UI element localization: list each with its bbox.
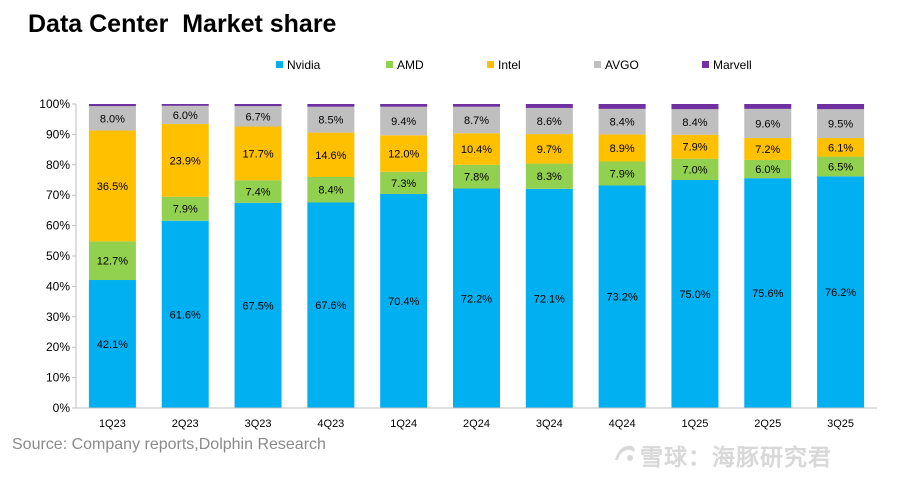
legend-swatch-avgo: [594, 61, 601, 68]
chart-legend: Nvidia AMD Intel AVGO Marvell: [276, 58, 752, 72]
data-label: 8.5%: [318, 115, 343, 127]
data-label: 75.0%: [679, 289, 710, 301]
data-label: 9.5%: [828, 119, 853, 131]
data-label: 7.9%: [173, 204, 198, 216]
y-tick-label: 100%: [39, 97, 70, 111]
data-label: 7.9%: [682, 142, 707, 154]
data-label: 9.6%: [755, 118, 780, 130]
x-tick-label: 1Q23: [99, 418, 126, 430]
bar-marvell-2q23: [162, 104, 209, 106]
bar-marvell-2q25: [744, 104, 791, 109]
x-tick-label: 1Q24: [390, 418, 417, 430]
y-tick-label: 40%: [46, 279, 70, 293]
data-label: 12.7%: [97, 256, 128, 268]
x-tick-label: 4Q23: [317, 418, 344, 430]
data-label: 7.9%: [610, 168, 635, 180]
data-label: 8.3%: [537, 171, 562, 183]
source-note: Source: Company reports,Dolphin Research: [12, 436, 326, 454]
x-tick-label: 3Q25: [827, 418, 854, 430]
bar-marvell-4q23: [307, 104, 354, 107]
y-tick-label: 0%: [53, 401, 71, 415]
data-label: 8.7%: [464, 115, 489, 127]
data-label: 8.4%: [682, 117, 707, 129]
y-tick-label: 10%: [46, 371, 70, 385]
data-label: 8.4%: [610, 117, 635, 129]
y-tick-label: 70%: [46, 188, 70, 202]
x-tick-label: 2Q25: [754, 418, 781, 430]
data-label: 73.2%: [607, 292, 638, 304]
legend-swatch-intel: [487, 61, 494, 68]
bar-marvell-3q25: [817, 104, 864, 109]
data-label: 6.5%: [828, 161, 853, 173]
data-label: 8.6%: [537, 116, 562, 128]
data-label: 7.0%: [682, 164, 707, 176]
data-label: 72.2%: [461, 293, 492, 305]
y-tick-label: 50%: [46, 249, 70, 263]
data-label: 36.5%: [97, 181, 128, 193]
data-label: 8.4%: [318, 185, 343, 197]
bar-marvell-1q24: [380, 104, 427, 107]
legend-label-nvidia: Nvidia: [287, 58, 321, 72]
y-tick-label: 90%: [46, 127, 70, 141]
bar-marvell-1q23: [89, 104, 136, 106]
snowball-logo-icon: [612, 442, 638, 464]
data-label: 7.2%: [755, 144, 780, 156]
data-label: 6.7%: [246, 111, 271, 123]
legend-swatch-marvell: [702, 61, 709, 68]
data-label: 61.6%: [170, 309, 201, 321]
data-label: 8.0%: [100, 113, 125, 125]
legend-swatch-amd: [386, 61, 393, 68]
x-tick-label: 2Q23: [172, 418, 199, 430]
y-axis: 0% 10% 20% 30% 40% 50% 60% 70% 80% 90% 100%: [39, 97, 76, 415]
data-label: 9.4%: [391, 116, 416, 128]
bar-marvell-2q24: [453, 104, 500, 107]
x-tick-label: 2Q24: [463, 418, 490, 430]
bar-marvell-3q24: [526, 104, 573, 108]
data-label: 14.6%: [315, 150, 346, 162]
data-label: 12.0%: [388, 149, 419, 161]
data-label: 8.9%: [610, 143, 635, 155]
data-label: 6.0%: [173, 110, 198, 122]
data-label: 6.0%: [755, 164, 780, 176]
y-tick-label: 60%: [46, 219, 70, 233]
data-label: 70.4%: [388, 296, 419, 308]
data-label: 76.2%: [825, 287, 856, 299]
legend-label-intel: Intel: [498, 58, 521, 72]
x-tick-label: 4Q24: [609, 418, 636, 430]
data-label: 42.1%: [97, 339, 128, 351]
data-label: 10.4%: [461, 144, 492, 156]
data-label: 7.4%: [246, 187, 271, 199]
data-label: 67.5%: [242, 300, 273, 312]
bars: 42.1% 12.7% 36.5% 8.0% 61.6% 7.9% 23.9% 6.0% 67.…: [89, 104, 864, 408]
legend-swatch-nvidia: [276, 61, 283, 68]
y-tick-label: 30%: [46, 310, 70, 324]
legend-label-amd: AMD: [397, 58, 424, 72]
data-label: 23.9%: [170, 155, 201, 167]
data-label: 7.3%: [391, 178, 416, 190]
bar-marvell-3q23: [235, 104, 282, 106]
x-tick-label: 3Q24: [536, 418, 563, 430]
y-tick-label: 20%: [46, 340, 70, 354]
data-label: 7.8%: [464, 172, 489, 184]
watermark: 雪球：海豚研究君: [640, 438, 832, 472]
data-label: 72.1%: [534, 293, 565, 305]
data-label: 17.7%: [242, 148, 273, 160]
bar-marvell-1q25: [671, 104, 718, 109]
y-tick-label: 80%: [46, 158, 70, 172]
x-tick-label: 1Q25: [681, 418, 708, 430]
legend-label-marvell: Marvell: [713, 58, 752, 72]
data-label: 67.6%: [315, 300, 346, 312]
data-label: 75.6%: [752, 288, 783, 300]
data-label: 9.7%: [537, 144, 562, 156]
data-label: 6.1%: [828, 142, 853, 154]
legend-label-avgo: AVGO: [605, 58, 639, 72]
bar-marvell-4q24: [599, 104, 646, 109]
x-axis: 1Q23 2Q23 3Q23 4Q23 1Q24 2Q24 3Q24 4Q24 1Q25 2Q25…: [76, 408, 877, 430]
x-tick-label: 3Q23: [245, 418, 272, 430]
